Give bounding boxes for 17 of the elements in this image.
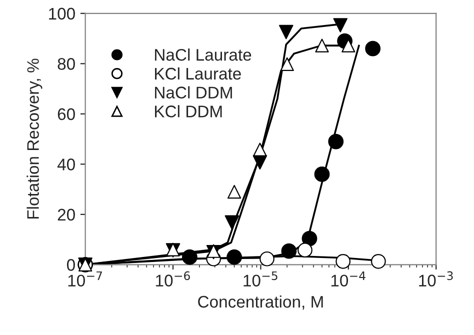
legend-label: KCl DDM xyxy=(155,105,222,118)
legend-label: NaCl DDM xyxy=(155,86,232,98)
y-axis-title: Flotation Recovery, % xyxy=(26,58,42,219)
y-tick-label: 0 xyxy=(66,259,75,271)
y-tick-label: 40 xyxy=(57,158,75,170)
x-tick-label: 10$^{−4}$ xyxy=(331,271,366,286)
legend-label: KCl Laurate xyxy=(155,67,241,80)
y-tick-label: 20 xyxy=(58,208,75,221)
x-tick-label: 10$^{−6}$ xyxy=(156,271,190,286)
y-tick-label: 60 xyxy=(58,108,75,120)
y-tick-label: 80 xyxy=(58,58,75,70)
legend-label: NaCl Laurate xyxy=(155,48,252,61)
x-tick-label: 10$^{−3}$ xyxy=(419,271,453,286)
x-tick-label: 10$^{−5}$ xyxy=(244,271,278,286)
x-axis-title: Concentration, M xyxy=(198,295,323,310)
x-tick-label: 10$^{−7}$ xyxy=(68,271,102,286)
y-tick-label: 100 xyxy=(49,8,75,20)
